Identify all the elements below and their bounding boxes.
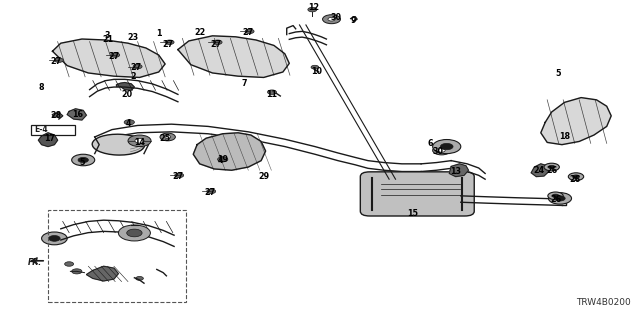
Text: 27: 27 xyxy=(243,28,254,37)
Circle shape xyxy=(568,173,584,180)
Circle shape xyxy=(323,15,340,24)
Polygon shape xyxy=(67,109,86,120)
Text: 23: 23 xyxy=(127,33,139,42)
Text: 26: 26 xyxy=(550,195,561,204)
Circle shape xyxy=(207,189,216,194)
Circle shape xyxy=(433,140,461,154)
Circle shape xyxy=(308,7,317,12)
Circle shape xyxy=(65,262,74,266)
Circle shape xyxy=(552,194,559,197)
Text: 27: 27 xyxy=(204,188,216,197)
Text: 20: 20 xyxy=(121,90,132,99)
Polygon shape xyxy=(38,133,58,147)
Text: 11: 11 xyxy=(266,90,278,99)
Text: 27: 27 xyxy=(130,63,141,72)
Polygon shape xyxy=(541,98,611,145)
Text: FR.: FR. xyxy=(28,258,42,267)
Circle shape xyxy=(548,192,563,200)
Text: 16: 16 xyxy=(72,110,84,119)
Circle shape xyxy=(328,17,335,21)
Circle shape xyxy=(54,58,63,62)
Polygon shape xyxy=(52,39,165,77)
Text: 18: 18 xyxy=(559,132,570,141)
Polygon shape xyxy=(531,164,549,177)
Polygon shape xyxy=(116,83,134,90)
Circle shape xyxy=(49,236,60,241)
FancyBboxPatch shape xyxy=(360,172,474,216)
Text: 19: 19 xyxy=(217,155,228,164)
Text: 1: 1 xyxy=(156,29,161,38)
Circle shape xyxy=(245,29,254,34)
Circle shape xyxy=(135,139,144,143)
Text: 6: 6 xyxy=(428,139,433,148)
Text: 4: 4 xyxy=(125,119,131,128)
Text: 27: 27 xyxy=(172,172,184,181)
Text: 10: 10 xyxy=(311,67,323,76)
Text: 5: 5 xyxy=(556,69,561,78)
Circle shape xyxy=(72,269,82,274)
Circle shape xyxy=(440,143,453,150)
Text: TRW4B0200: TRW4B0200 xyxy=(575,298,630,307)
Text: 26: 26 xyxy=(569,175,580,184)
Circle shape xyxy=(124,120,134,125)
Text: 30: 30 xyxy=(330,13,342,22)
Circle shape xyxy=(268,90,276,94)
Text: 27: 27 xyxy=(51,57,62,66)
Text: 21: 21 xyxy=(102,35,113,44)
Text: 26: 26 xyxy=(546,166,557,175)
Text: 24: 24 xyxy=(533,166,545,175)
Text: 29: 29 xyxy=(258,172,269,181)
Text: 17: 17 xyxy=(44,134,56,143)
Text: 27: 27 xyxy=(162,40,173,49)
Text: E-4: E-4 xyxy=(34,125,47,134)
Circle shape xyxy=(52,113,60,117)
Text: 13: 13 xyxy=(450,167,461,176)
Text: 7: 7 xyxy=(242,79,247,88)
Text: 9: 9 xyxy=(351,16,356,25)
Text: 22: 22 xyxy=(194,28,205,37)
Polygon shape xyxy=(449,164,468,177)
Text: 30: 30 xyxy=(433,147,444,156)
Circle shape xyxy=(127,229,142,237)
Circle shape xyxy=(42,232,67,245)
Text: 28: 28 xyxy=(51,111,62,120)
Text: 2: 2 xyxy=(131,72,136,81)
Circle shape xyxy=(433,146,451,155)
Ellipse shape xyxy=(92,134,145,155)
Circle shape xyxy=(548,193,572,204)
Circle shape xyxy=(213,40,222,44)
Circle shape xyxy=(72,154,95,166)
Circle shape xyxy=(78,157,88,163)
Circle shape xyxy=(175,173,184,178)
Polygon shape xyxy=(193,133,266,170)
Circle shape xyxy=(544,163,559,171)
Text: 27: 27 xyxy=(211,40,222,49)
Circle shape xyxy=(111,53,120,57)
Circle shape xyxy=(136,276,143,280)
Text: 8: 8 xyxy=(39,83,44,92)
Polygon shape xyxy=(178,36,289,77)
Circle shape xyxy=(160,133,175,141)
Text: 12: 12 xyxy=(308,3,319,12)
Text: 15: 15 xyxy=(407,209,419,218)
Circle shape xyxy=(128,135,151,147)
Circle shape xyxy=(165,40,174,44)
Circle shape xyxy=(218,157,228,162)
Circle shape xyxy=(118,225,150,241)
Circle shape xyxy=(133,64,142,69)
Circle shape xyxy=(164,135,171,139)
Circle shape xyxy=(548,165,555,169)
Circle shape xyxy=(573,175,579,178)
Circle shape xyxy=(555,196,565,201)
Text: 14: 14 xyxy=(134,138,145,147)
Text: 27: 27 xyxy=(108,52,120,61)
Text: 5: 5 xyxy=(79,158,84,167)
Text: 25: 25 xyxy=(159,134,171,143)
Circle shape xyxy=(311,65,319,69)
Circle shape xyxy=(438,148,445,152)
Text: 4: 4 xyxy=(218,156,223,165)
Text: 3: 3 xyxy=(105,31,110,40)
Polygon shape xyxy=(86,266,118,281)
